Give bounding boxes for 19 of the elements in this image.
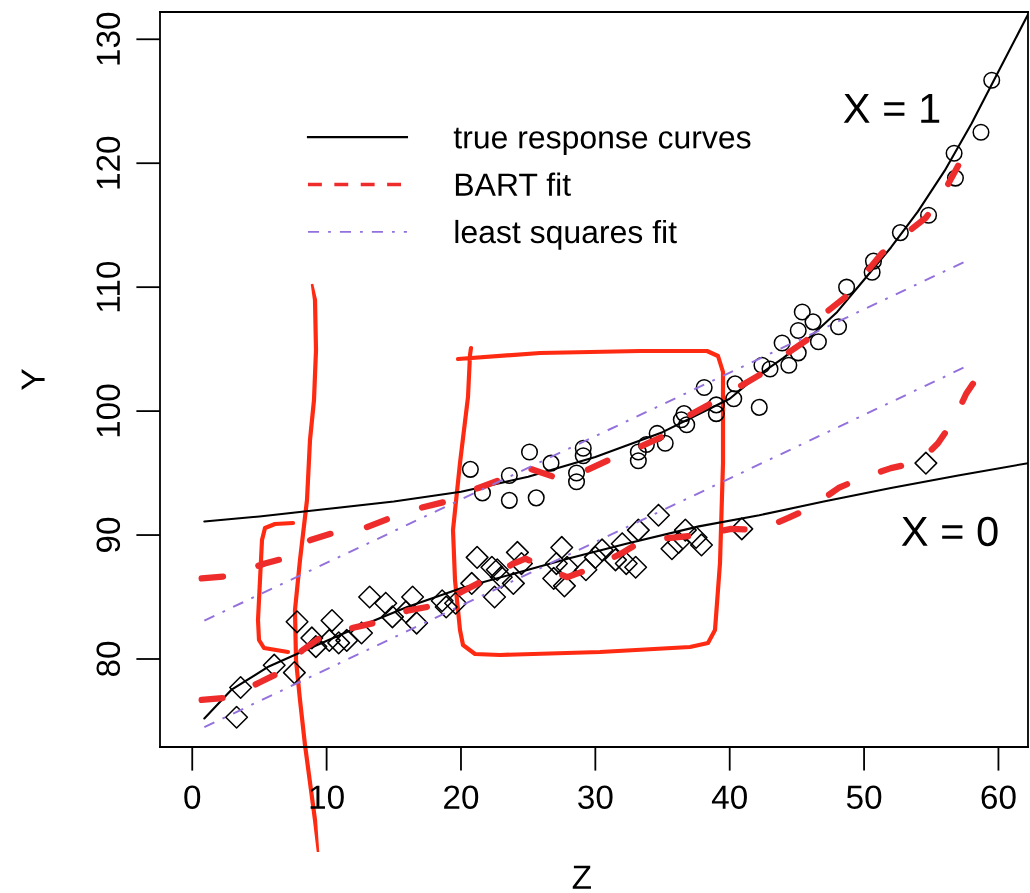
x-tick-label: 50	[846, 785, 882, 809]
x-tick-label: 20	[444, 785, 479, 809]
annotation: X = 1	[843, 94, 940, 123]
x-tick-label: 0	[184, 785, 201, 809]
y-axis-title: Y	[21, 369, 45, 390]
legend-label: BART fit	[455, 172, 571, 196]
legend-label: least squares fit	[455, 219, 677, 250]
x-tick-label: 30	[578, 785, 613, 809]
annotation: X = 0	[901, 516, 998, 547]
y-tick-label: 100	[96, 384, 121, 437]
x-tick-label: 40	[711, 785, 747, 809]
y-tick-label: 90	[96, 517, 121, 553]
y-tick-label: 120	[96, 136, 121, 189]
x-axis-title: Z	[572, 865, 591, 889]
legend-label: true response curves	[453, 127, 751, 155]
y-tick-label: 80	[96, 641, 121, 677]
x-tick-label: 60	[981, 785, 1016, 809]
y-tick-label: 130	[96, 12, 121, 65]
y-tick-label: 110	[96, 261, 121, 312]
